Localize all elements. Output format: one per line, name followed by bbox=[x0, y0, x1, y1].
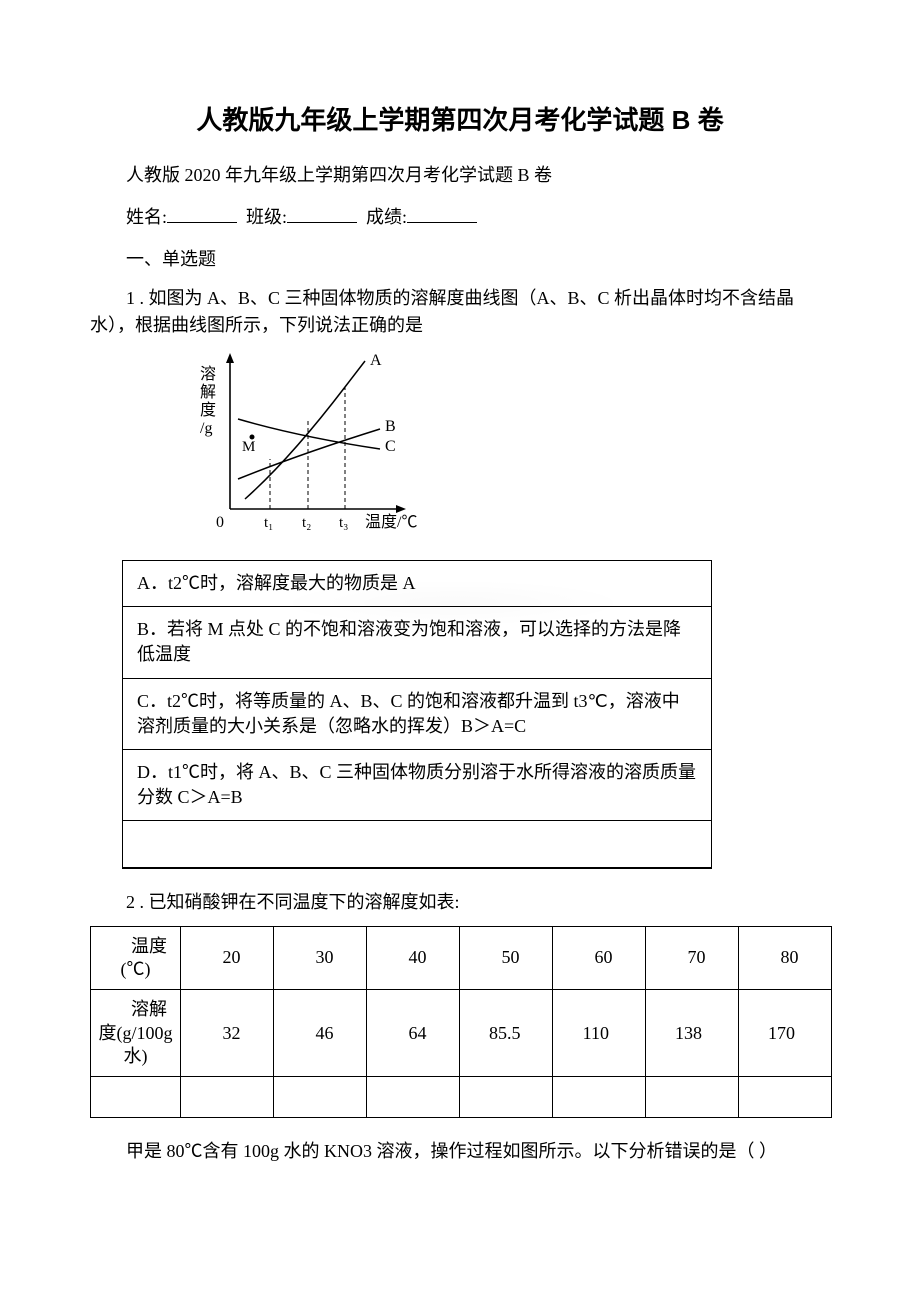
val-6: 170 bbox=[739, 990, 832, 1077]
class-label: 班级: bbox=[246, 207, 287, 227]
q1-stem: 1 . 如图为 A、B、C 三种固体物质的溶解度曲线图（A、B、C 析出晶体时均… bbox=[90, 285, 830, 339]
q1-opt-b: B．若将 M 点处 C 的不饱和溶液变为饱和溶液，可以选择的方法是降低温度 bbox=[123, 607, 712, 678]
col-50: 50 bbox=[460, 926, 553, 990]
svg-text:解: 解 bbox=[200, 383, 216, 401]
val-0: 32 bbox=[181, 990, 274, 1077]
svg-text:t₁: t₁ bbox=[264, 515, 273, 531]
q1-chart: 溶解度/g 0 t₁ t₂ t₃ 温度/℃ A BC M bbox=[180, 349, 830, 544]
subtitle: 人教版 2020 年九年级上学期第四次月考化学试题 B 卷 bbox=[90, 161, 830, 187]
svg-text:0: 0 bbox=[216, 514, 224, 531]
col-30: 30 bbox=[274, 926, 367, 990]
class-blank[interactable] bbox=[287, 222, 357, 223]
row-label-sol: 溶解度(g/100g水) bbox=[91, 990, 181, 1077]
q1-opt-c: C．t2℃时，将等质量的 A、B、C 的饱和溶液都升温到 t3℃，溶液中溶剂质量… bbox=[123, 678, 712, 749]
svg-text:A: A bbox=[370, 352, 382, 369]
score-blank[interactable] bbox=[407, 222, 477, 223]
q1-opt-a: A．t2℃时，溶解度最大的物质是 A bbox=[123, 561, 712, 607]
section-header: 一、单选题 bbox=[90, 245, 830, 271]
row-label-temp: 温度(℃) bbox=[91, 926, 181, 990]
val-5: 138 bbox=[646, 990, 739, 1077]
q2-table: 温度(℃) 20 30 40 50 60 70 80 溶解度(g/100g水) … bbox=[90, 926, 832, 1118]
page-title: 人教版九年级上学期第四次月考化学试题 B 卷 bbox=[90, 100, 830, 137]
col-70: 70 bbox=[646, 926, 739, 990]
val-2: 64 bbox=[367, 990, 460, 1077]
table-row: 温度(℃) 20 30 40 50 60 70 80 bbox=[91, 926, 832, 990]
svg-text:M: M bbox=[242, 439, 255, 455]
table-row: 溶解度(g/100g水) 32 46 64 85.5 110 138 170 bbox=[91, 990, 832, 1077]
col-60: 60 bbox=[553, 926, 646, 990]
val-1: 46 bbox=[274, 990, 367, 1077]
svg-text:B: B bbox=[385, 418, 396, 435]
col-20: 20 bbox=[181, 926, 274, 990]
score-label: 成绩: bbox=[366, 207, 407, 227]
q2-stem: 2 . 已知硝酸钾在不同温度下的溶解度如表: bbox=[90, 889, 830, 916]
table-row-blank bbox=[91, 1077, 832, 1117]
q1-opt-blank bbox=[123, 821, 712, 867]
svg-text:C: C bbox=[385, 438, 396, 455]
name-blank[interactable] bbox=[167, 222, 237, 223]
val-3: 85.5 bbox=[460, 990, 553, 1077]
svg-text:溶: 溶 bbox=[200, 365, 216, 383]
svg-text:t₂: t₂ bbox=[302, 515, 311, 531]
svg-text:温度/℃: 温度/℃ bbox=[365, 513, 417, 531]
val-4: 110 bbox=[553, 990, 646, 1077]
name-label: 姓名: bbox=[126, 207, 167, 227]
col-40: 40 bbox=[367, 926, 460, 990]
svg-text:t₃: t₃ bbox=[339, 515, 348, 531]
q1-opt-d: D．t1℃时，将 A、B、C 三种固体物质分别溶于水所得溶液的溶质质量分数 C＞… bbox=[123, 749, 712, 820]
q1-options-table: A．t2℃时，溶解度最大的物质是 A B．若将 M 点处 C 的不饱和溶液变为饱… bbox=[122, 560, 712, 869]
svg-text:度: 度 bbox=[200, 401, 216, 419]
col-80: 80 bbox=[739, 926, 832, 990]
q2-stem2: 甲是 80℃含有 100g 水的 KNO3 溶液，操作过程如图所示。以下分析错误… bbox=[90, 1138, 830, 1165]
svg-text:/g: /g bbox=[200, 420, 212, 437]
form-line: 姓名: 班级: 成绩: bbox=[90, 203, 830, 229]
